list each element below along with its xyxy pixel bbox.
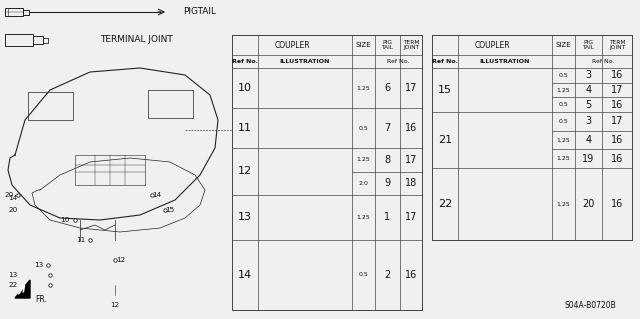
Text: 15: 15: [165, 207, 175, 213]
Text: 20: 20: [8, 207, 17, 213]
Text: 20: 20: [4, 192, 13, 198]
Text: 19: 19: [582, 154, 595, 164]
Text: Ref No.: Ref No.: [432, 59, 458, 64]
Text: 12: 12: [238, 167, 252, 176]
Text: 0.5: 0.5: [559, 73, 568, 78]
Text: 17: 17: [611, 116, 623, 126]
Text: 17: 17: [611, 85, 623, 95]
Text: 13: 13: [238, 212, 252, 222]
Text: 16: 16: [611, 154, 623, 164]
Text: 14: 14: [238, 270, 252, 280]
Text: 17: 17: [405, 155, 417, 165]
Text: 10: 10: [238, 83, 252, 93]
Text: 16: 16: [405, 270, 417, 280]
Text: ILLUSTRATION: ILLUSTRATION: [280, 59, 330, 64]
Text: 22: 22: [438, 199, 452, 209]
Text: 6: 6: [385, 83, 390, 93]
Bar: [75, 155, 145, 185]
Text: 14: 14: [152, 192, 162, 198]
Text: 21: 21: [438, 135, 452, 145]
Text: 22: 22: [8, 282, 17, 288]
Text: 16: 16: [611, 135, 623, 145]
Text: 0.5: 0.5: [559, 119, 568, 124]
Text: 17: 17: [405, 212, 417, 222]
Text: TERM
JOINT: TERM JOINT: [609, 40, 625, 50]
Text: 11: 11: [76, 237, 86, 243]
Text: 2: 2: [385, 270, 390, 280]
Text: 0.5: 0.5: [358, 272, 369, 278]
Text: S04A-B0720B: S04A-B0720B: [564, 300, 616, 309]
Text: 5: 5: [586, 100, 591, 110]
Text: 14: 14: [8, 195, 17, 201]
Text: 3: 3: [586, 70, 591, 80]
Text: 0.5: 0.5: [358, 125, 369, 130]
Text: Ref No.: Ref No.: [232, 59, 258, 64]
Text: SIZE: SIZE: [556, 42, 572, 48]
Bar: [43, 38, 48, 42]
Text: Ref No.: Ref No.: [387, 59, 410, 64]
Text: 1.25: 1.25: [557, 202, 570, 206]
Text: 12: 12: [110, 302, 120, 308]
Text: TERM
JOINT: TERM JOINT: [403, 40, 419, 50]
Polygon shape: [15, 280, 30, 298]
Text: 20: 20: [582, 199, 595, 209]
Text: 16: 16: [611, 199, 623, 209]
Text: 1.25: 1.25: [557, 87, 570, 93]
Text: 1.25: 1.25: [356, 215, 371, 220]
Text: COUPLER: COUPLER: [274, 41, 310, 49]
Text: ILLUSTRATION: ILLUSTRATION: [480, 59, 530, 64]
Text: 1.25: 1.25: [356, 157, 371, 162]
Text: 2.0: 2.0: [358, 181, 369, 186]
Text: 13: 13: [35, 262, 44, 268]
Text: 18: 18: [405, 178, 417, 188]
Bar: [432, 35, 632, 240]
Text: TERMINAL JOINT: TERMINAL JOINT: [100, 35, 173, 44]
Text: 17: 17: [405, 83, 417, 93]
Text: 7: 7: [385, 123, 390, 133]
Bar: [23, 10, 29, 14]
Text: COUPLER: COUPLER: [474, 41, 510, 49]
Text: 0.5: 0.5: [559, 102, 568, 107]
Text: 3: 3: [586, 116, 591, 126]
Bar: [5, 8, 23, 16]
Text: PIG
TAIL: PIG TAIL: [381, 40, 394, 50]
Text: 8: 8: [385, 155, 390, 165]
Text: PIGTAIL: PIGTAIL: [183, 8, 216, 17]
Text: 16: 16: [611, 100, 623, 110]
Text: 13: 13: [8, 272, 17, 278]
Text: Ref No.: Ref No.: [592, 59, 615, 64]
Text: 15: 15: [438, 85, 452, 95]
Text: SIZE: SIZE: [356, 42, 371, 48]
Bar: [148, 90, 193, 118]
Text: 1.25: 1.25: [557, 156, 570, 161]
Text: 1.25: 1.25: [356, 85, 371, 91]
Text: FR.: FR.: [35, 295, 47, 305]
Bar: [28, 92, 73, 120]
Text: 11: 11: [238, 123, 252, 133]
Text: 1.25: 1.25: [557, 137, 570, 143]
Text: 1: 1: [385, 212, 390, 222]
Text: 10: 10: [60, 217, 70, 223]
Text: 4: 4: [586, 135, 591, 145]
Bar: [33, 36, 43, 44]
Text: 4: 4: [586, 85, 591, 95]
Text: 12: 12: [116, 257, 125, 263]
Bar: [5, 34, 33, 46]
Bar: [232, 35, 422, 310]
Text: PIG
TAIL: PIG TAIL: [582, 40, 595, 50]
Text: 16: 16: [611, 70, 623, 80]
Text: 16: 16: [405, 123, 417, 133]
Text: 9: 9: [385, 178, 390, 188]
